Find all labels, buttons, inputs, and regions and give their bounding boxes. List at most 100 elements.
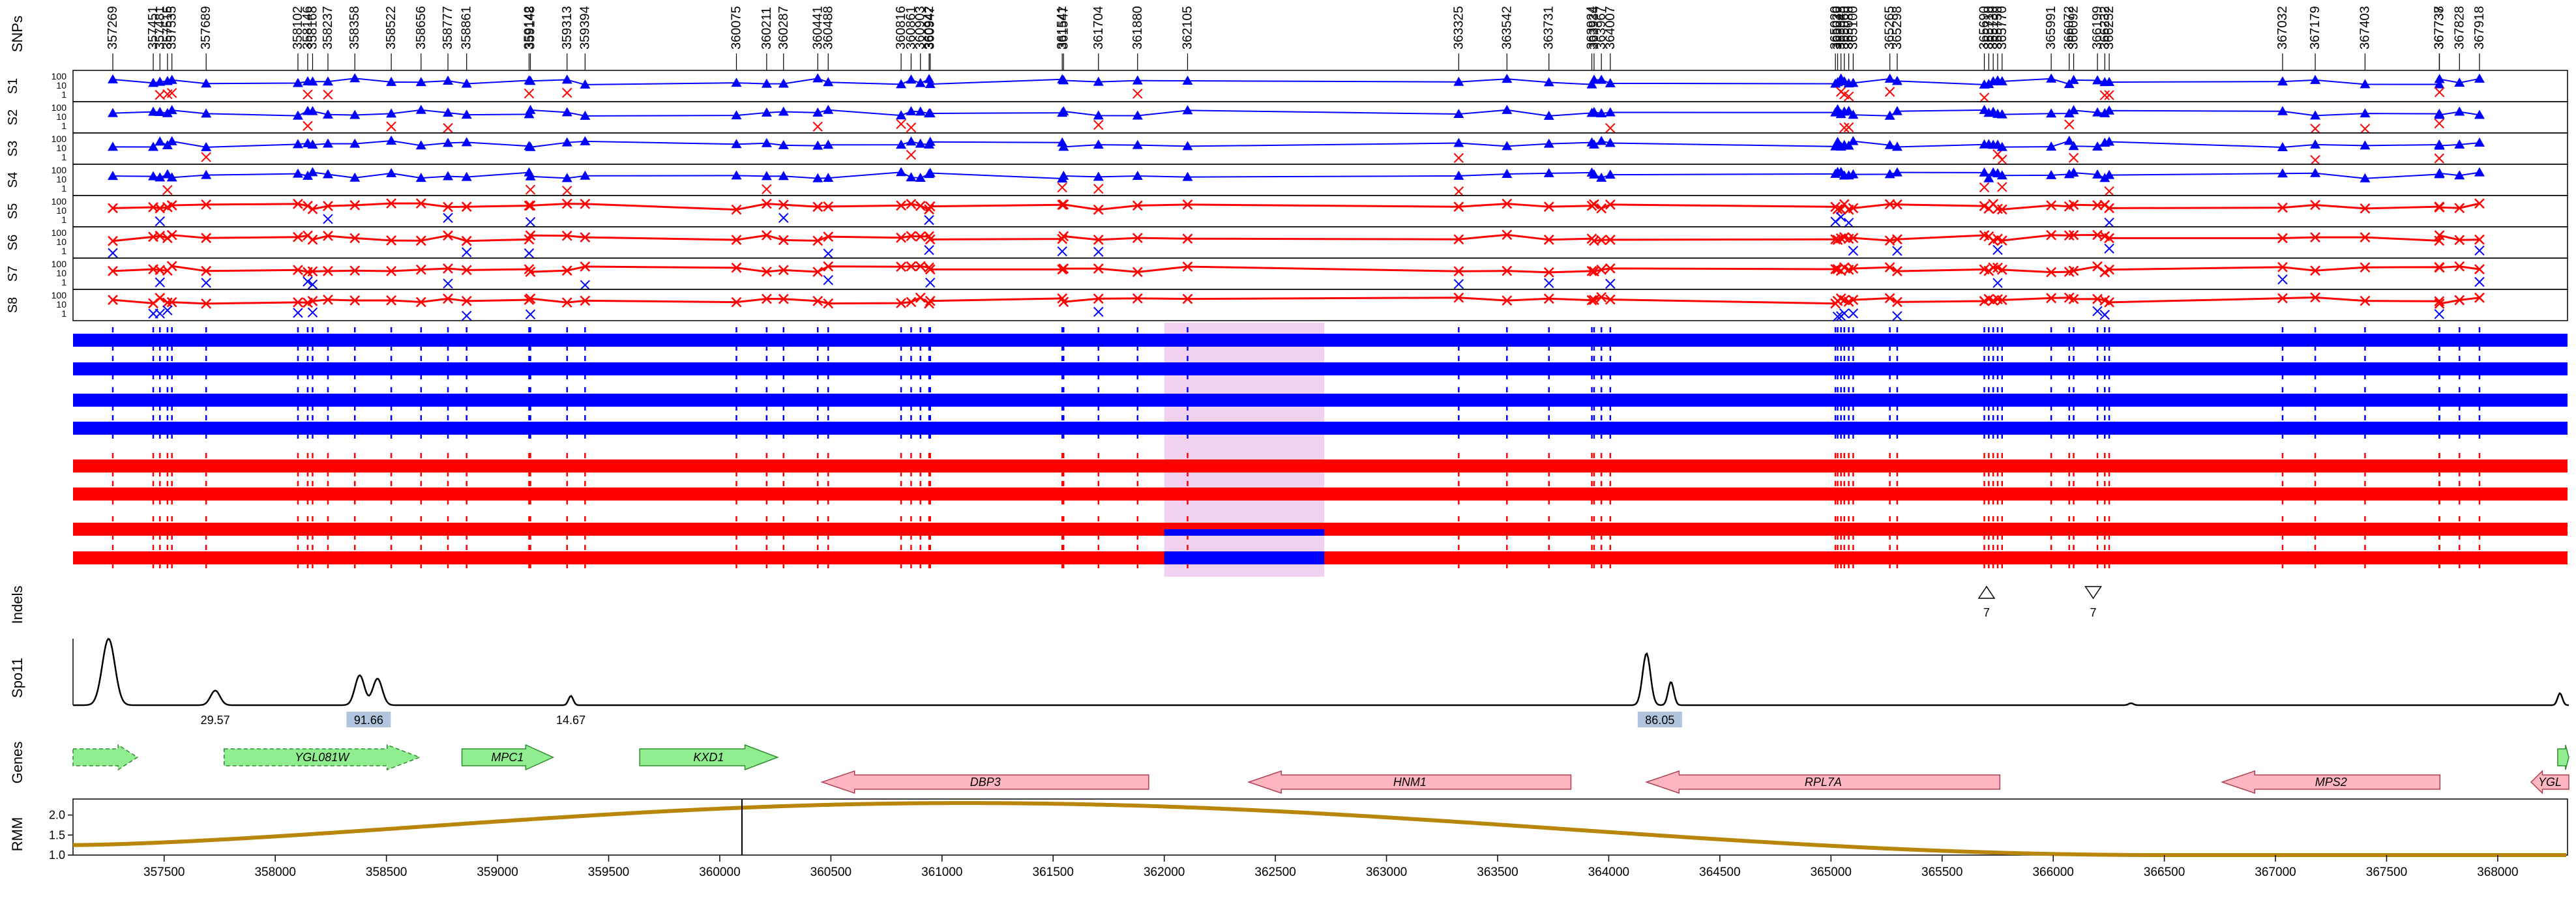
depth-marker: [2046, 169, 2057, 179]
depth-marker: [292, 78, 303, 87]
depth-marker: [1132, 171, 1143, 181]
minor-allele-marker: [562, 87, 572, 98]
minor-allele-marker: [580, 280, 591, 291]
depth-marker: [386, 108, 397, 118]
depth-marker: [1596, 74, 1607, 84]
depth-marker: [2277, 233, 2288, 244]
depth-marker: [761, 267, 772, 277]
depth-marker: [108, 141, 119, 151]
minor-allele-marker: [323, 89, 333, 100]
depth-marker: [349, 73, 361, 83]
depth-marker: [525, 267, 536, 278]
depth-marker: [443, 76, 454, 85]
depth-marker: [580, 295, 591, 306]
depth-marker: [1543, 167, 1554, 177]
depth-marker: [2474, 264, 2485, 274]
depth-marker: [896, 139, 907, 149]
depth-marker: [1596, 292, 1607, 302]
depth-axis-label: 10: [56, 143, 67, 153]
depth-marker: [349, 233, 361, 244]
depth-marker: [1996, 295, 2007, 306]
minor-allele-marker: [1979, 182, 1990, 193]
depth-marker: [201, 265, 212, 276]
minor-allele-marker: [201, 152, 211, 162]
depth-marker: [906, 74, 917, 84]
snp-position-label: 360211: [760, 7, 774, 50]
depth-marker: [1605, 263, 1616, 274]
minor-allele-marker: [524, 88, 535, 99]
depth-marker: [1884, 262, 1895, 273]
minor-allele-marker: [2277, 274, 2288, 285]
depth-marker: [812, 201, 823, 212]
depth-marker: [461, 201, 472, 212]
depth-marker: [580, 136, 591, 145]
minor-allele-marker: [823, 275, 833, 285]
minor-allele-marker: [823, 248, 833, 259]
depth-marker: [1835, 233, 1846, 244]
minor-allele-marker: [1884, 87, 1895, 97]
depth-marker: [2068, 293, 2079, 304]
depth-marker: [1132, 139, 1143, 149]
depth-marker: [761, 230, 772, 240]
minor-allele-marker: [443, 123, 453, 134]
snp-position-label: 358522: [384, 6, 398, 50]
snp-position-label: 360947: [923, 6, 938, 50]
depth-marker: [201, 233, 212, 244]
depth-panel-frame: [72, 132, 2568, 165]
depth-marker: [201, 199, 212, 210]
depth-marker: [1891, 266, 1902, 276]
depth-marker: [1996, 235, 2007, 246]
depth-marker: [2434, 109, 2445, 119]
depth-marker: [2454, 295, 2465, 306]
depth-marker: [2068, 199, 2079, 211]
depth-marker: [1132, 110, 1143, 120]
gene-arrow: [1247, 770, 1572, 794]
depth-marker: [1996, 204, 2007, 215]
minor-allele-marker: [1839, 308, 1850, 319]
depth-marker: [1848, 109, 1859, 119]
rmm-ytick-label: 1.5: [49, 828, 65, 841]
minor-allele-marker: [524, 248, 535, 259]
depth-marker: [2310, 232, 2320, 243]
snp-position-label: 365710: [1981, 6, 1996, 50]
depth-marker: [812, 140, 823, 150]
depth-marker: [2474, 292, 2485, 303]
depth-marker: [823, 231, 834, 242]
depth-marker: [108, 108, 119, 117]
depth-marker: [1848, 233, 1859, 243]
depth-marker: [1182, 76, 1193, 85]
minor-allele-marker: [906, 149, 917, 160]
sample-label: S8: [6, 297, 20, 313]
depth-marker: [1543, 77, 1554, 87]
depth-marker: [2434, 262, 2445, 273]
depth-marker: [561, 265, 572, 276]
depth-marker: [2434, 140, 2445, 150]
depth-marker: [1182, 105, 1193, 115]
snp-position-label: 360816: [894, 6, 908, 50]
x-axis: 357500 358000 358500 359000 359500 360000 3605…: [143, 855, 2519, 879]
snp-position-label: 360287: [777, 6, 791, 50]
depth-marker: [2092, 107, 2103, 117]
depth-marker: [525, 200, 536, 211]
depth-marker: [2360, 173, 2371, 182]
minor-allele-marker: [2104, 90, 2114, 100]
rmm-curve: [72, 801, 2566, 857]
minor-allele-marker: [1057, 182, 1067, 193]
depth-marker: [166, 172, 177, 182]
depth-marker: [823, 77, 834, 87]
depth-marker: [293, 198, 303, 209]
depth-panel-frame: [72, 195, 2568, 227]
depth-marker: [1453, 292, 1464, 303]
depth-marker: [925, 108, 936, 117]
depth-marker: [1502, 104, 1513, 114]
minor-allele-marker: [108, 248, 118, 258]
depth-marker: [823, 173, 834, 182]
depth-marker: [731, 235, 742, 245]
spo11-label-bg: [1637, 712, 1682, 727]
depth-marker: [1891, 76, 1902, 85]
snp-position-label: 359394: [578, 6, 592, 50]
depth-axis-label: 1: [61, 277, 67, 287]
depth-marker: [2277, 106, 2288, 115]
depth-marker: [1988, 262, 1999, 273]
x-tick-label: 364500: [1699, 866, 1740, 879]
